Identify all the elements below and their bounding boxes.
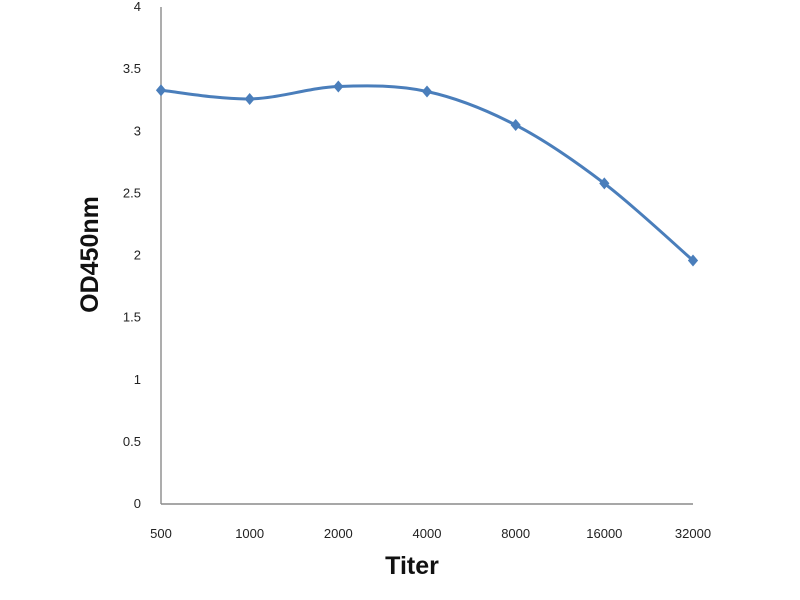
y-axis-title: OD450nm bbox=[76, 196, 104, 313]
y-tick-label: 3.5 bbox=[123, 61, 141, 76]
data-point-marker bbox=[421, 85, 433, 98]
y-tick-label: 2 bbox=[134, 248, 141, 263]
series-layer bbox=[155, 80, 699, 267]
x-tick-label: 1000 bbox=[235, 526, 264, 541]
x-tick-label: 500 bbox=[150, 526, 172, 541]
series-line bbox=[159, 84, 695, 262]
x-tick-label: 4000 bbox=[413, 526, 442, 541]
data-point-marker bbox=[155, 84, 167, 97]
y-tick-label: 3 bbox=[134, 123, 141, 138]
x-axis-tick-labels: 500 1000 2000 4000 8000 16000 32000 bbox=[150, 526, 711, 541]
data-point-marker bbox=[333, 80, 344, 93]
x-axis-title: Titer bbox=[385, 552, 439, 580]
x-tick-label: 8000 bbox=[501, 526, 530, 541]
data-point-marker bbox=[687, 254, 699, 267]
data-point-marker bbox=[244, 92, 255, 105]
data-point-marker bbox=[510, 119, 521, 132]
y-tick-label: 2.5 bbox=[123, 185, 141, 200]
data-point-marker bbox=[599, 177, 610, 190]
y-tick-label: 1 bbox=[134, 372, 141, 387]
x-tick-label: 2000 bbox=[324, 526, 353, 541]
x-tick-label: 32000 bbox=[675, 526, 711, 541]
x-tick-label: 16000 bbox=[586, 526, 622, 541]
y-tick-label: 0 bbox=[134, 496, 141, 511]
y-tick-label: 4 bbox=[134, 0, 141, 14]
y-axis-tick-labels: 0 0.5 1 1.5 2 2.5 3 3.5 4 bbox=[123, 0, 141, 511]
y-tick-label: 1.5 bbox=[123, 310, 141, 325]
y-tick-label: 0.5 bbox=[123, 434, 141, 449]
